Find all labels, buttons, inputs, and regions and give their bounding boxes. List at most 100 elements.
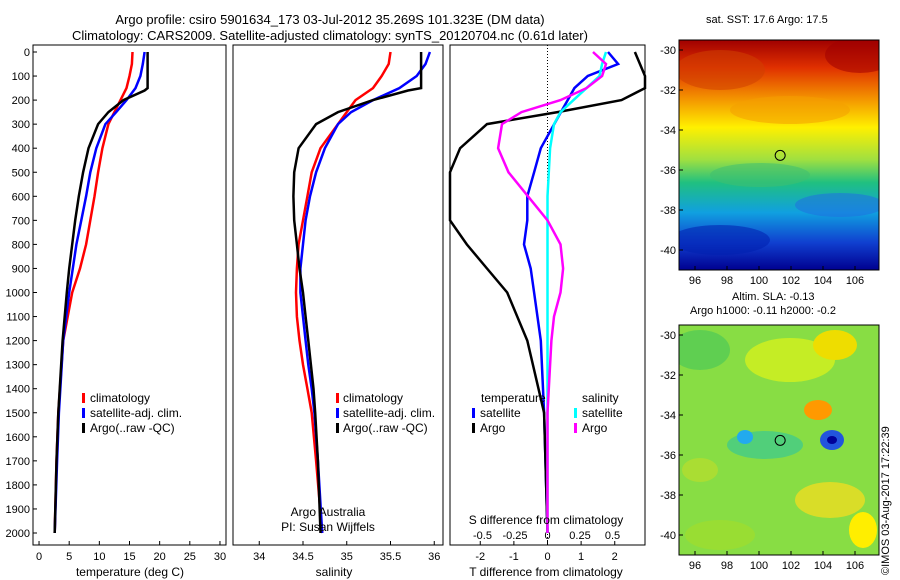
sst-map-ticks: 96 98 100 102 104 106 -30 -32 -34 -36 -38 -40 xyxy=(660,45,864,287)
salinity-x-ticks: 34 34.5 35 35.5 36 xyxy=(253,541,440,563)
depth-tick-label: 1000 xyxy=(6,288,30,300)
x-tick-label: -1 xyxy=(509,551,519,563)
legend-swatch-climatology xyxy=(336,393,339,403)
plot-title-line2: Climatology: CARS2009. Satellite-adjuste… xyxy=(72,28,588,43)
sst-map-frame xyxy=(678,39,880,271)
depth-tick-label: 1400 xyxy=(6,384,30,396)
series-line-argo-raw-qc xyxy=(53,52,149,534)
temperature-axis-label: temperature (deg C) xyxy=(76,565,184,579)
x-tick-label: 34 xyxy=(253,551,265,563)
salinity-series xyxy=(292,51,432,534)
salinity-diff-tick-label: -0.5 xyxy=(473,530,492,542)
map-y-tick-label: -38 xyxy=(660,205,676,217)
map-y-tick-label: -40 xyxy=(660,245,676,257)
legend-swatch-sal-satellite xyxy=(574,408,577,418)
sst-map-title: sat. SST: 17.6 Argo: 17.5 xyxy=(706,14,828,26)
depth-tick-label: 1800 xyxy=(6,480,30,492)
depth-tick-label: 0 xyxy=(24,47,30,59)
legend-label-argo: Argo(..raw -QC) xyxy=(343,421,428,435)
series-line-temperature-argo xyxy=(448,51,647,534)
map-x-tick-label: 98 xyxy=(721,275,733,287)
map-x-tick-label: 100 xyxy=(750,275,768,287)
depth-tick-label: 700 xyxy=(12,215,30,227)
annotation-pi-name: PI: Susan Wijffels xyxy=(281,520,375,534)
sla-map-frame xyxy=(678,324,880,556)
difference-series xyxy=(448,51,647,534)
map-x-tick-label: 96 xyxy=(689,275,701,287)
x-tick-label: 36 xyxy=(428,551,440,563)
x-tick-label: 0 xyxy=(36,551,42,563)
map-y-tick-label: -36 xyxy=(660,450,676,462)
x-tick-label: 0 xyxy=(544,551,550,563)
legend-label-sal-satellite: satellite xyxy=(582,406,623,420)
map-y-tick-label: -34 xyxy=(660,125,676,137)
sla-map: 96 98 100 102 104 106 -30 -32 -34 -36 -38 -40 xyxy=(660,324,880,572)
sla-map-ticks: 96 98 100 102 104 106 -30 -32 -34 -36 -38 -40 xyxy=(660,330,864,572)
sla-map-title-line2: Argo h1000: -0.11 h2000: -0.2 xyxy=(690,305,836,317)
map-x-tick-label: 96 xyxy=(689,560,701,572)
difference-x-ticks: -2 -1 0 1 2 -0.5 -0.25 0 0.25 0.5 xyxy=(473,530,620,563)
salinity-plot-frame xyxy=(232,44,444,546)
argo-position-marker xyxy=(774,434,786,446)
map-y-tick-label: -34 xyxy=(660,410,676,422)
series-line-argo-raw-qc xyxy=(292,52,423,534)
map-y-tick-label: -32 xyxy=(660,85,676,97)
difference-legend: temperature satellite Argo salinity sate… xyxy=(472,391,623,435)
map-x-tick-label: 102 xyxy=(782,275,800,287)
legend-swatch-satellite xyxy=(82,408,85,418)
x-tick-label: 1 xyxy=(578,551,584,563)
temperature-legend: climatology satellite-adj. clim. Argo(..… xyxy=(82,391,182,435)
depth-tick-label: 600 xyxy=(12,191,30,203)
salinity-diff-tick-label: 0 xyxy=(544,530,550,542)
depth-tick-label: 1200 xyxy=(6,336,30,348)
x-tick-label: 25 xyxy=(184,551,196,563)
legend-label-satellite: satellite-adj. clim. xyxy=(343,406,435,420)
depth-tick-label: 400 xyxy=(12,143,30,155)
map-x-tick-label: 106 xyxy=(846,560,864,572)
depth-axis: 0 100 200 300 400 500 600 700 800 900 1000 1100 1200… xyxy=(6,47,37,540)
legend-swatch-argo xyxy=(82,423,85,433)
legend-heading-salinity: salinity xyxy=(582,391,619,405)
difference-axis-label: T difference from climatology xyxy=(469,565,623,579)
map-y-tick-label: -30 xyxy=(660,45,676,57)
legend-heading-temperature: temperature xyxy=(481,391,546,405)
x-tick-label: -2 xyxy=(475,551,485,563)
series-line-salinity-satellite xyxy=(546,51,608,533)
legend-label-sal-argo: Argo xyxy=(582,421,608,435)
salinity-diff-tick-label: 0.5 xyxy=(605,530,620,542)
map-y-tick-label: -30 xyxy=(660,330,676,342)
map-y-tick-label: -36 xyxy=(660,165,676,177)
temperature-plot-frame xyxy=(32,44,227,546)
map-y-tick-label: -38 xyxy=(660,490,676,502)
x-tick-label: 10 xyxy=(93,551,105,563)
map-x-tick-label: 106 xyxy=(846,275,864,287)
series-line-temperature-satellite xyxy=(522,51,621,534)
imos-credit: ©IMOS 03-Aug-2017 17:22:39 xyxy=(880,426,892,575)
depth-tick-label: 100 xyxy=(12,71,30,83)
map-x-tick-label: 104 xyxy=(814,560,832,572)
map-x-tick-label: 102 xyxy=(782,560,800,572)
legend-swatch-climatology xyxy=(82,393,85,403)
x-tick-label: 34.5 xyxy=(292,551,313,563)
depth-tick-label: 1100 xyxy=(6,312,30,324)
x-tick-label: 35.5 xyxy=(380,551,401,563)
plot-title-line1: Argo profile: csiro 5901634_173 03-Jul-2… xyxy=(115,12,545,27)
x-tick-label: 30 xyxy=(214,551,226,563)
depth-tick-label: 1900 xyxy=(6,504,30,516)
depth-tick-label: 1600 xyxy=(6,432,30,444)
map-y-tick-label: -40 xyxy=(660,530,676,542)
legend-label-temp-argo: Argo xyxy=(480,421,506,435)
map-x-tick-label: 98 xyxy=(721,560,733,572)
salinity-legend: climatology satellite-adj. clim. Argo(..… xyxy=(336,391,435,435)
legend-label-temp-satellite: satellite xyxy=(480,406,521,420)
legend-swatch-argo xyxy=(336,423,339,433)
depth-tick-label: 300 xyxy=(12,119,30,131)
legend-label-satellite: satellite-adj. clim. xyxy=(90,406,182,420)
salinity-diff-tick-label: -0.25 xyxy=(502,530,527,542)
salinity-axis-label: salinity xyxy=(316,565,353,579)
depth-tick-label: 1300 xyxy=(6,360,30,372)
x-tick-label: 35 xyxy=(341,551,353,563)
legend-swatch-temp-argo xyxy=(472,423,475,433)
series-line-satellite-adj-clim xyxy=(299,51,432,534)
